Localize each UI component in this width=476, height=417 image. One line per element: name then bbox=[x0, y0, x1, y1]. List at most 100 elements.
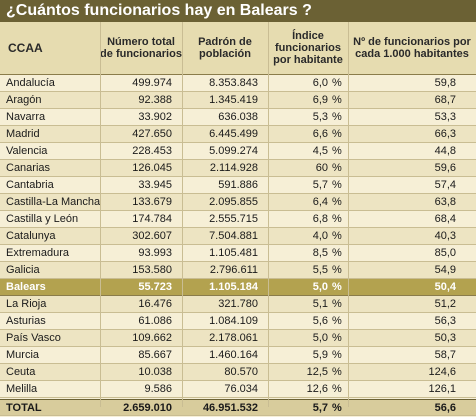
cell-por-mil: 59,8 bbox=[434, 77, 456, 89]
cell-indice: 60 bbox=[315, 162, 328, 174]
cell-funcionarios: 2.659.010 bbox=[123, 402, 172, 414]
cell-padron: 76.034 bbox=[224, 383, 258, 395]
cell-ccaa: País Vasco bbox=[6, 332, 61, 344]
table-row: Valencia 228.453 5.099.274 4,5 44,8% bbox=[0, 143, 476, 160]
cell-padron: 591.886 bbox=[218, 179, 258, 191]
cell-ccaa: Galicia bbox=[6, 264, 40, 276]
cell-percent-sign: % bbox=[332, 111, 342, 123]
cell-ccaa: Balears bbox=[6, 281, 46, 293]
cell-padron: 2.178.061 bbox=[209, 332, 258, 344]
cell-indice: 5,3 bbox=[312, 111, 328, 123]
cell-padron: 1.460.164 bbox=[209, 349, 258, 361]
table-row: Catalunya 302.607 7.504.881 4,0 40,3% bbox=[0, 228, 476, 245]
cell-ccaa: Valencia bbox=[6, 145, 48, 157]
table-row: Asturias 61.086 1.084.109 5,6 56,3% bbox=[0, 313, 476, 330]
cell-indice: 5,9 bbox=[312, 349, 328, 361]
cell-ccaa: TOTAL bbox=[6, 402, 42, 414]
table-row: País Vasco 109.662 2.178.061 5,0 50,3% bbox=[0, 330, 476, 347]
cell-padron: 80.570 bbox=[224, 366, 258, 378]
column-header-por-mil: Nº de funcionarios por cada 1.000 habita… bbox=[353, 36, 471, 60]
cell-funcionarios: 126.045 bbox=[132, 162, 172, 174]
cell-percent-sign: % bbox=[332, 94, 342, 106]
table-row: Ceuta 10.038 80.570 12,5 124,6% bbox=[0, 364, 476, 381]
cell-percent-sign: % bbox=[332, 213, 342, 225]
cell-ccaa: Castilla y León bbox=[6, 213, 79, 225]
cell-por-mil: 50,4 bbox=[434, 281, 456, 293]
cell-indice: 5,7 bbox=[312, 179, 328, 191]
cell-percent-sign: % bbox=[332, 315, 342, 327]
cell-indice: 5,0 bbox=[312, 332, 328, 344]
cell-funcionarios: 499.974 bbox=[132, 77, 172, 89]
cell-funcionarios: 302.607 bbox=[132, 230, 172, 242]
column-header-indice: Índice funcionarios por habitante bbox=[273, 30, 343, 66]
cell-por-mil: 126,1 bbox=[428, 383, 456, 395]
cell-percent-sign: % bbox=[332, 77, 342, 89]
cell-por-mil: 68,7 bbox=[434, 94, 456, 106]
cell-funcionarios: 93.993 bbox=[138, 247, 172, 259]
cell-percent-sign: % bbox=[332, 281, 342, 293]
cell-percent-sign: % bbox=[332, 366, 342, 378]
cell-percent-sign: % bbox=[332, 230, 342, 242]
cell-ccaa: Melilla bbox=[6, 383, 38, 395]
cell-padron: 1.105.481 bbox=[209, 247, 258, 259]
cell-funcionarios: 109.662 bbox=[132, 332, 172, 344]
cell-padron: 321.780 bbox=[218, 298, 258, 310]
cell-por-mil: 54,9 bbox=[434, 264, 456, 276]
cell-percent-sign: % bbox=[332, 196, 342, 208]
cell-ccaa: Madrid bbox=[6, 128, 40, 140]
cell-ccaa: La Rioja bbox=[6, 298, 47, 310]
cell-funcionarios: 427.650 bbox=[132, 128, 172, 140]
cell-ccaa: Catalunya bbox=[6, 230, 56, 242]
cell-por-mil: 63,8 bbox=[434, 196, 456, 208]
cell-indice: 6,8 bbox=[312, 213, 328, 225]
table-row: Canarias 126.045 2.114.928 60 59,6% bbox=[0, 160, 476, 177]
table-row: Aragón 92.388 1.345.419 6,9 68,7% bbox=[0, 92, 476, 109]
cell-por-mil: 85,0 bbox=[434, 247, 456, 259]
cell-funcionarios: 10.038 bbox=[138, 366, 172, 378]
cell-padron: 2.095.855 bbox=[209, 196, 258, 208]
table-row: Madrid 427.650 6.445.499 6,6 66,3% bbox=[0, 126, 476, 143]
table-row: Extremadura 93.993 1.105.481 8,5 85,0% bbox=[0, 245, 476, 262]
cell-padron: 1.345.419 bbox=[209, 94, 258, 106]
cell-padron: 6.445.499 bbox=[209, 128, 258, 140]
cell-indice: 6,4 bbox=[312, 196, 328, 208]
cell-indice: 5,6 bbox=[312, 315, 328, 327]
cell-por-mil: 68,4 bbox=[434, 213, 456, 225]
cell-ccaa: Canarias bbox=[6, 162, 51, 174]
cell-padron: 2.796.611 bbox=[209, 264, 258, 276]
cell-percent-sign: % bbox=[332, 247, 342, 259]
cell-padron: 8.353.843 bbox=[209, 77, 258, 89]
cell-percent-sign: % bbox=[332, 145, 342, 157]
table-title: ¿Cuántos funcionarios hay en Balears ? bbox=[0, 0, 476, 22]
cell-indice: 5,1 bbox=[312, 298, 328, 310]
cell-por-mil: 53,3 bbox=[434, 111, 456, 123]
cell-por-mil: 56,3 bbox=[434, 315, 456, 327]
table-row: Melilla 9.586 76.034 12,6 126,1% bbox=[0, 381, 476, 398]
column-header-ccaa: CCAA bbox=[8, 41, 43, 55]
cell-ccaa: Murcia bbox=[6, 349, 40, 361]
cell-funcionarios: 85.667 bbox=[138, 349, 172, 361]
cell-funcionarios: 174.784 bbox=[132, 213, 172, 225]
column-divider bbox=[348, 22, 349, 407]
cell-padron: 1.105.184 bbox=[209, 281, 258, 293]
cell-ccaa: Andalucía bbox=[6, 77, 55, 89]
cell-por-mil: 40,3 bbox=[434, 230, 456, 242]
cell-indice: 5,0 bbox=[312, 281, 328, 293]
cell-funcionarios: 153.580 bbox=[132, 264, 172, 276]
table-row: La Rioja 16.476 321.780 5,1 51,2% bbox=[0, 296, 476, 313]
cell-indice: 6,0 bbox=[312, 77, 328, 89]
column-divider bbox=[268, 22, 269, 407]
column-header-padron: Padrón de población bbox=[198, 36, 252, 60]
cell-indice: 8,5 bbox=[312, 247, 328, 259]
cell-padron: 5.099.274 bbox=[209, 145, 258, 157]
cell-ccaa: Cantabria bbox=[6, 179, 54, 191]
cell-percent-sign: % bbox=[332, 383, 342, 395]
table-total-row: TOTAL 2.659.010 46.951.532 5,7 56,6% bbox=[0, 399, 476, 416]
table-row: Castilla y León 174.784 2.555.715 6,8 68,4% bbox=[0, 211, 476, 228]
cell-funcionarios: 92.388 bbox=[138, 94, 172, 106]
cell-percent-sign: % bbox=[332, 402, 342, 414]
cell-por-mil: 57,4 bbox=[434, 179, 456, 191]
table-row: Galicia 153.580 2.796.611 5,5 54,9% bbox=[0, 262, 476, 279]
cell-percent-sign: % bbox=[332, 349, 342, 361]
